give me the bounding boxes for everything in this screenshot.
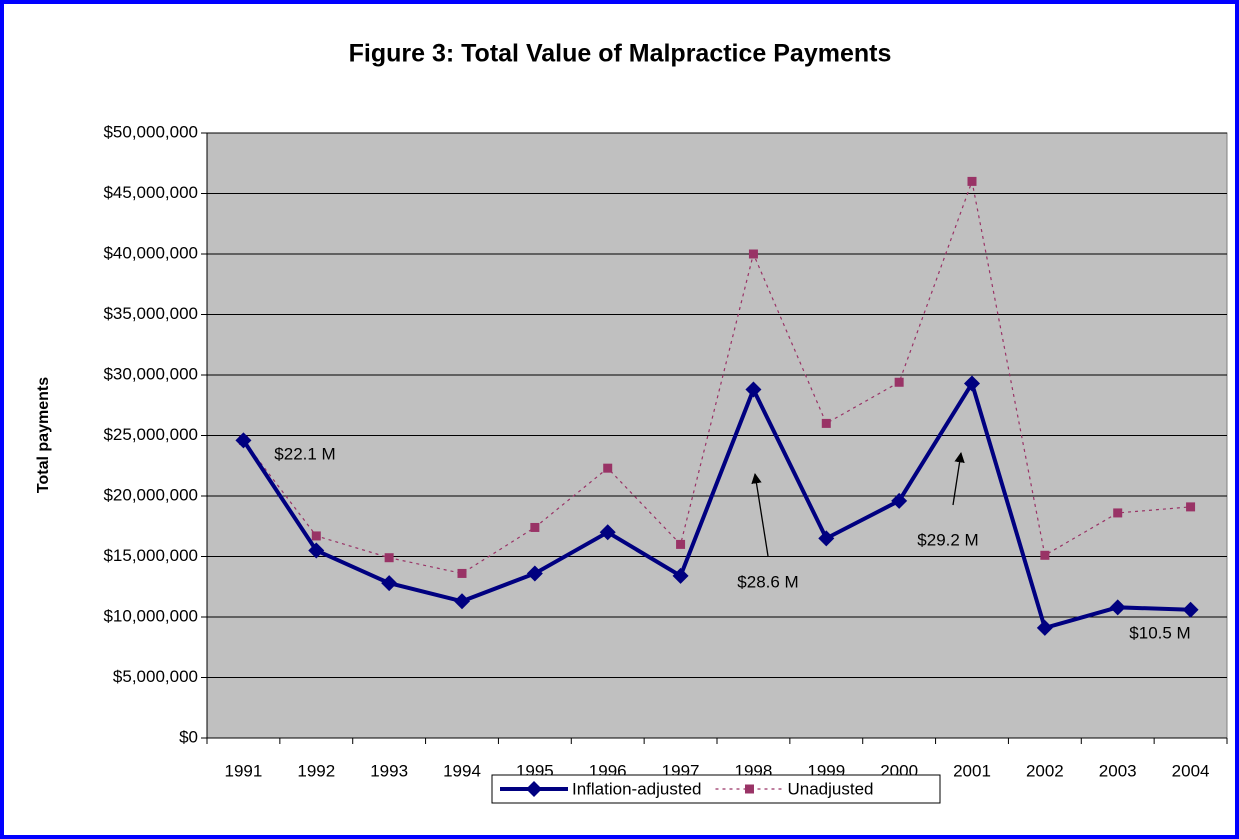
point bbox=[821, 418, 831, 428]
point bbox=[1186, 502, 1196, 512]
point bbox=[891, 492, 908, 509]
point bbox=[1182, 601, 1199, 618]
x-tick-label: 1993 bbox=[370, 761, 408, 780]
y-tick-label: $40,000,000 bbox=[103, 243, 198, 262]
y-tick-label: $25,000,000 bbox=[103, 425, 198, 444]
x-tick-label: 2001 bbox=[953, 761, 991, 780]
annotation: $10.5 M bbox=[1129, 623, 1190, 642]
point bbox=[818, 530, 835, 547]
y-tick-label: $15,000,000 bbox=[103, 546, 198, 565]
point bbox=[235, 432, 252, 449]
point bbox=[1036, 619, 1053, 636]
series-line bbox=[242, 179, 1191, 575]
annotation-arrow bbox=[751, 472, 769, 557]
point bbox=[603, 463, 613, 473]
point bbox=[457, 568, 467, 578]
annotation: $22.1 M bbox=[274, 444, 335, 463]
point bbox=[381, 575, 398, 592]
y-tick-label: $35,000,000 bbox=[103, 304, 198, 323]
x-tick-label: 1994 bbox=[443, 761, 481, 780]
point bbox=[599, 524, 616, 541]
point bbox=[530, 522, 540, 532]
point bbox=[308, 542, 325, 559]
point bbox=[1040, 550, 1050, 560]
y-tick-label: $0 bbox=[179, 727, 198, 746]
point bbox=[311, 531, 321, 541]
x-tick-label: 1991 bbox=[225, 761, 263, 780]
point bbox=[454, 593, 470, 610]
point bbox=[672, 567, 689, 584]
y-tick-label: $5,000,000 bbox=[113, 667, 198, 686]
point bbox=[745, 381, 762, 398]
point bbox=[1113, 508, 1123, 518]
point bbox=[748, 249, 758, 259]
legend-marker bbox=[526, 781, 542, 797]
point bbox=[894, 377, 904, 387]
y-tick-label: $30,000,000 bbox=[103, 364, 198, 383]
point bbox=[676, 539, 686, 549]
y-tick-label: $45,000,000 bbox=[103, 183, 198, 202]
x-tick-label: 2002 bbox=[1026, 761, 1064, 780]
y-tick-label: $20,000,000 bbox=[103, 485, 198, 504]
series-line bbox=[241, 378, 1191, 631]
x-tick-label: 2004 bbox=[1172, 761, 1210, 780]
annotation: $29.2 M bbox=[917, 530, 978, 549]
point bbox=[1109, 599, 1126, 616]
point bbox=[964, 375, 980, 392]
legend-label: Unadjusted bbox=[787, 779, 873, 798]
annotation: $28.6 M bbox=[737, 572, 798, 591]
chart-title: Figure 3: Total Value of Malpractice Pay… bbox=[349, 40, 892, 68]
point bbox=[384, 553, 394, 563]
point bbox=[967, 176, 977, 186]
y-tick-label: $10,000,000 bbox=[103, 606, 198, 625]
annotation-arrow bbox=[952, 451, 965, 506]
y-tick-label: $50,000,000 bbox=[103, 122, 198, 141]
x-tick-label: 1992 bbox=[297, 761, 335, 780]
x-tick-label: 2003 bbox=[1099, 761, 1137, 780]
legend-label: Inflation-adjusted bbox=[572, 779, 701, 798]
point bbox=[526, 565, 543, 582]
y-axis-label: Total payments bbox=[35, 377, 52, 493]
legend-marker bbox=[744, 784, 754, 794]
